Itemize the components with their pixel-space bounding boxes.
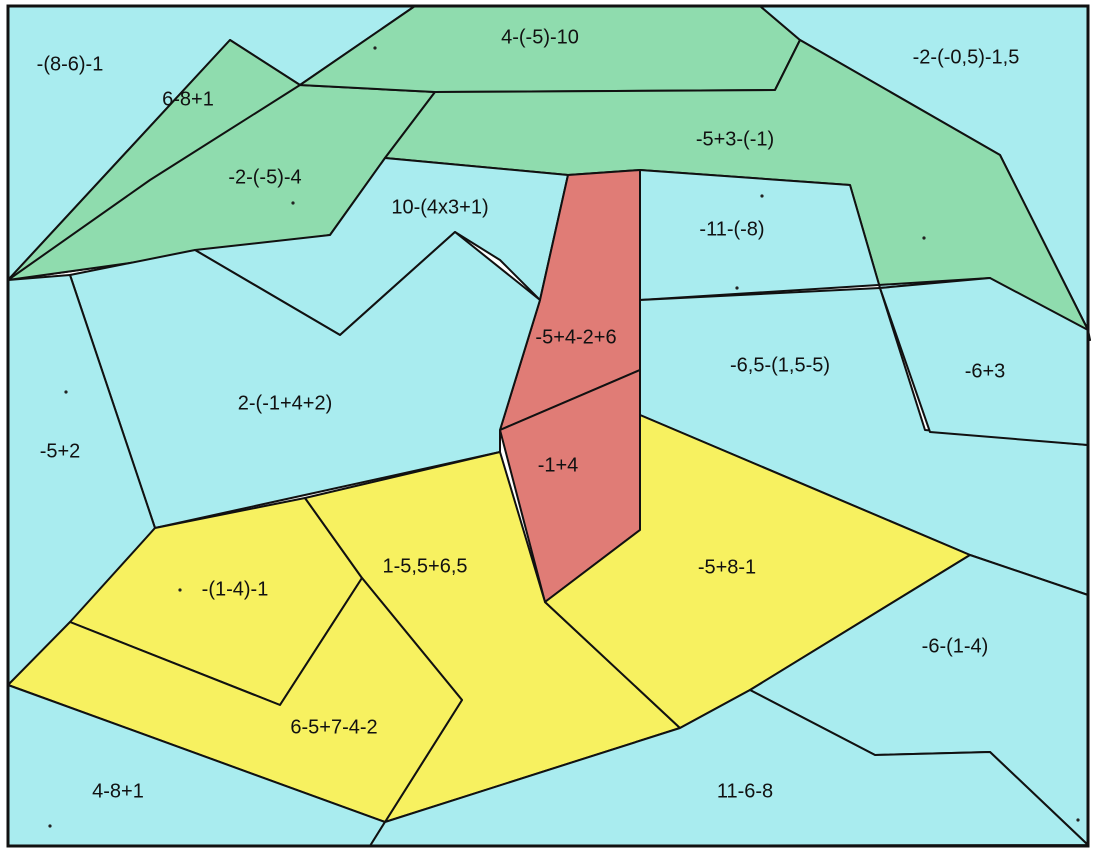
region-sky-far-right-expression: -6+3 [965,360,1006,382]
sheet-border [6,4,1090,848]
region-sky-left-middle[interactable] [69,231,541,529]
pencil-speck [760,194,764,198]
region-trunk-upper-expression: -5+4-2+6 [535,326,616,348]
region-sand-right-expression: -5+8-1 [698,556,756,578]
region-sky-left-edge-expression: -5+2 [40,440,81,462]
region-sky-top-right-expression: -2-(-0,5)-1,5 [913,46,1020,68]
pencil-speck [178,588,182,592]
pencil-speck [373,46,377,50]
region-leaf-right-expression: -5+3-(-1) [696,128,774,150]
pencil-specks [48,46,1080,828]
pencil-speck [922,236,926,240]
pencil-speck [1076,818,1080,822]
pencil-speck [48,824,52,828]
region-leaf-lower-left-expression: -2-(-5)-4 [228,166,301,188]
region-sand-center-expression: 1-5,5+6,5 [382,555,467,577]
pencil-speck [64,390,68,394]
region-sky-right-middle-expression: -6,5-(1,5-5) [730,354,830,376]
region-sky-center-expression: 10-(4x3+1) [391,196,488,218]
region-sky-right-upper-expression: -11-(-8) [699,218,764,240]
region-sky-left-middle-expression: 2-(-1+4+2) [238,392,333,414]
region-sky-top-left-expression: -(8-6)-1 [37,53,104,75]
pencil-speck [291,201,295,205]
region-water-bottom-left-expression: 4-8+1 [92,780,144,802]
region-water-right-expression: -6-(1-4) [922,635,989,657]
region-trunk-lower-expression: -1+4 [538,454,579,476]
region-sand-left-expression: -(1-4)-1 [202,578,269,600]
region-water-bottom-right-expression: 11-6-8 [717,780,773,802]
region-leaf-top-center-expression: 4-(-5)-10 [501,26,579,48]
labels-layer: -(8-6)-1 6-8+1 -2-(-5)-4 4-(-5)-10 -2-(-0,5)… [37,26,1020,802]
region-leaf-upper-left-expression: 6-8+1 [162,88,214,110]
region-sand-bottom-left-expression: 6-5+7-4-2 [290,716,377,738]
pencil-speck [735,286,739,290]
regions-layer [7,5,1091,847]
